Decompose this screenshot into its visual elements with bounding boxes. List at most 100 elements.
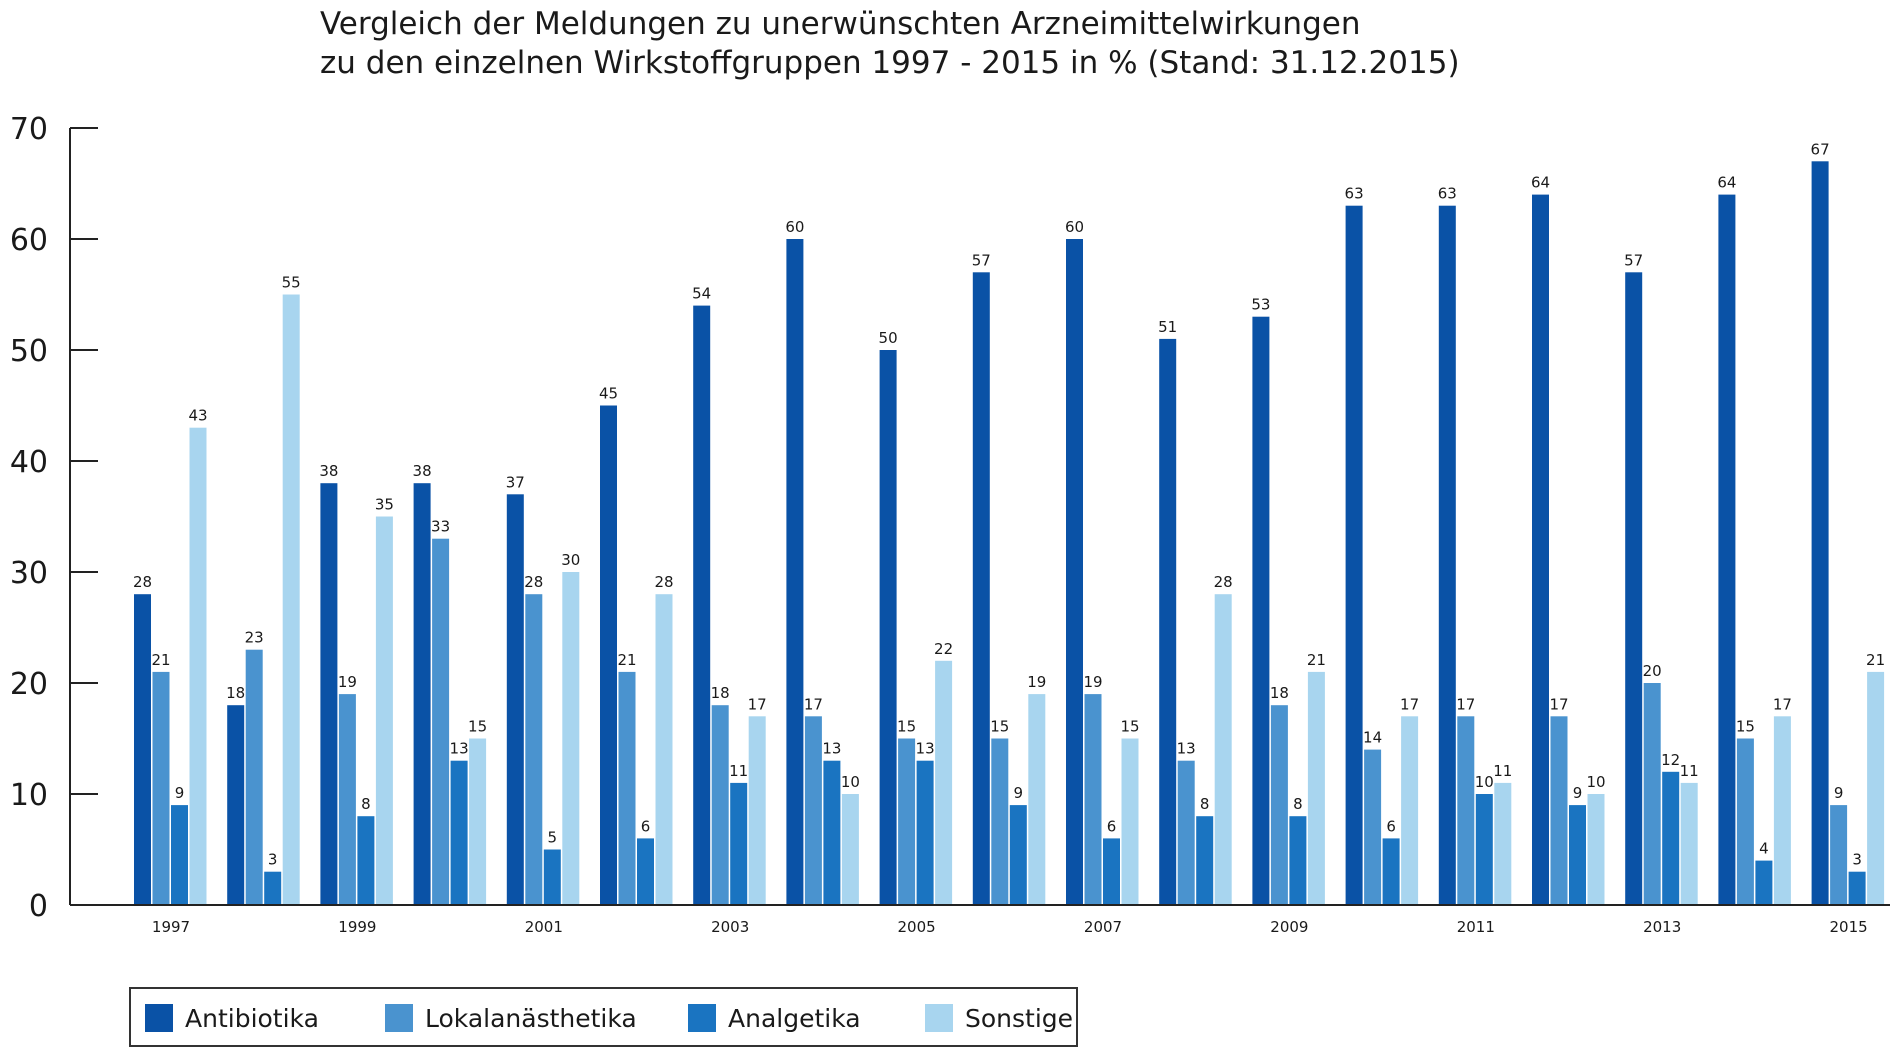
- bar-analgetika-2013: [1662, 771, 1680, 905]
- data-label: 15: [1736, 718, 1755, 736]
- data-label: 13: [822, 740, 841, 758]
- data-label: 17: [1400, 695, 1419, 713]
- data-label: 9: [1573, 784, 1583, 802]
- x-tick-label: 2015: [1830, 918, 1868, 936]
- data-label: 19: [1027, 673, 1046, 691]
- data-label: 43: [188, 407, 207, 425]
- bar-analgetika-2005: [916, 760, 934, 905]
- bar-analgetika-2006: [1009, 805, 1027, 905]
- bar-lokalanästhetika-2008: [1177, 760, 1195, 905]
- data-label: 38: [319, 462, 338, 480]
- bar-sonstige-2002: [655, 594, 673, 905]
- bar-analgetika-2012: [1569, 805, 1586, 905]
- chart-title-line-1: Vergleich der Meldungen zu unerwünschten…: [320, 6, 1360, 42]
- x-tick-label: 2007: [1084, 918, 1122, 936]
- data-label: 11: [729, 762, 748, 780]
- data-label: 13: [1177, 740, 1196, 758]
- data-label: 19: [338, 673, 357, 691]
- bar-antibiotika-2009: [1252, 316, 1270, 905]
- y-axis: 0 10 20 30 40 50 60 70: [10, 112, 98, 924]
- data-label: 5: [548, 829, 558, 847]
- data-label: 55: [282, 274, 301, 292]
- bar-group-1999: 38 19 8 35: [319, 462, 394, 905]
- data-label: 6: [1107, 817, 1117, 835]
- legend-label-sonstige: Sonstige: [965, 1004, 1073, 1033]
- legend-swatch-analgetika: [688, 1004, 716, 1032]
- x-tick-label: 2013: [1643, 918, 1681, 936]
- data-label: 8: [1200, 795, 1210, 813]
- data-label: 17: [804, 695, 823, 713]
- bar-sonstige-2013: [1680, 782, 1698, 905]
- bar-lokalanästhetika-2005: [898, 738, 916, 905]
- bar-analgetika-2007: [1103, 838, 1120, 905]
- bar-antibiotika-2015: [1811, 161, 1829, 906]
- bar-analgetika-2011: [1475, 794, 1493, 905]
- x-tick-label: 2001: [525, 918, 563, 936]
- chart-title-line-2: zu den einzelnen Wirkstoffgruppen 1997 -…: [320, 45, 1460, 81]
- y-tick-label: 10: [10, 778, 48, 813]
- bar-lokalanästhetika-1997: [152, 671, 170, 905]
- bar-antibiotika-2006: [972, 272, 990, 905]
- x-axis: 1997 1999 2001 2003 2005 2007 2009 2011 2013 2015: [70, 904, 1890, 936]
- legend-swatch-lokalanästhetika: [385, 1004, 413, 1032]
- data-label: 57: [972, 251, 991, 269]
- bar-lokalanästhetika-1999: [338, 694, 356, 905]
- data-label: 17: [1549, 695, 1568, 713]
- legend-swatch-sonstige: [925, 1004, 953, 1032]
- bar-lokalanästhetika-2003: [711, 705, 729, 905]
- bar-sonstige-2015: [1867, 671, 1885, 905]
- bar-lokalanästhetika-1998: [245, 649, 263, 905]
- data-label: 9: [175, 784, 185, 802]
- data-label: 28: [1214, 573, 1233, 591]
- data-label: 20: [1643, 662, 1662, 680]
- data-label: 17: [748, 695, 767, 713]
- bar-group-2015: 67 9 3 21: [1811, 140, 1885, 906]
- data-label: 28: [654, 573, 673, 591]
- bar-group-2010: 63 14 6 17: [1345, 185, 1419, 905]
- data-label: 35: [375, 496, 394, 514]
- data-label: 60: [1065, 218, 1084, 236]
- data-label: 38: [413, 462, 432, 480]
- x-tick-label: 2003: [711, 918, 749, 936]
- x-tick-label: 2005: [898, 918, 936, 936]
- bar-lokalanästhetika-2004: [804, 716, 822, 905]
- data-label: 21: [1866, 651, 1885, 669]
- bar-lokalanästhetika-2001: [525, 594, 543, 905]
- bar-sonstige-2006: [1028, 694, 1046, 905]
- bar-group-2002: 45 21 6 28: [599, 385, 674, 905]
- bar-antibiotika-2002: [600, 405, 617, 905]
- data-label: 23: [245, 629, 264, 647]
- data-label: 19: [1083, 673, 1102, 691]
- bar-sonstige-1999: [375, 516, 393, 905]
- bar-group-1998: 18 23 3 55: [226, 274, 301, 905]
- data-label: 10: [1586, 773, 1605, 791]
- bar-sonstige-2001: [562, 572, 580, 905]
- bar-group-2014: 64 15 4 17: [1717, 174, 1792, 906]
- data-label: 33: [431, 518, 450, 536]
- bar-sonstige-2011: [1494, 782, 1512, 905]
- data-label: 22: [934, 640, 953, 658]
- bar-lokalanästhetika-2012: [1550, 716, 1568, 905]
- bar-lokalanästhetika-2009: [1270, 705, 1288, 905]
- bar-lokalanästhetika-2015: [1830, 805, 1848, 905]
- x-tick-label: 1997: [152, 918, 190, 936]
- bar-group-2003: 54 18 11 17: [692, 285, 767, 906]
- data-label: 60: [785, 218, 804, 236]
- data-label: 3: [1852, 851, 1862, 869]
- bar-sonstige-2012: [1587, 794, 1605, 905]
- data-label: 9: [1014, 784, 1024, 802]
- y-tick-label: 30: [10, 556, 48, 591]
- bar-analgetika-2014: [1755, 860, 1773, 905]
- bar-group-2006: 57 15 9 19: [972, 251, 1046, 905]
- data-label: 6: [641, 817, 651, 835]
- bar-analgetika-2008: [1196, 816, 1214, 905]
- bar-antibiotika-1999: [320, 483, 338, 905]
- bar-analgetika-2004: [823, 760, 841, 905]
- data-label: 45: [599, 385, 618, 403]
- bar-analgetika-2015: [1848, 871, 1866, 905]
- bar-antibiotika-2011: [1438, 205, 1456, 905]
- data-label: 15: [897, 718, 916, 736]
- data-label: 3: [268, 851, 278, 869]
